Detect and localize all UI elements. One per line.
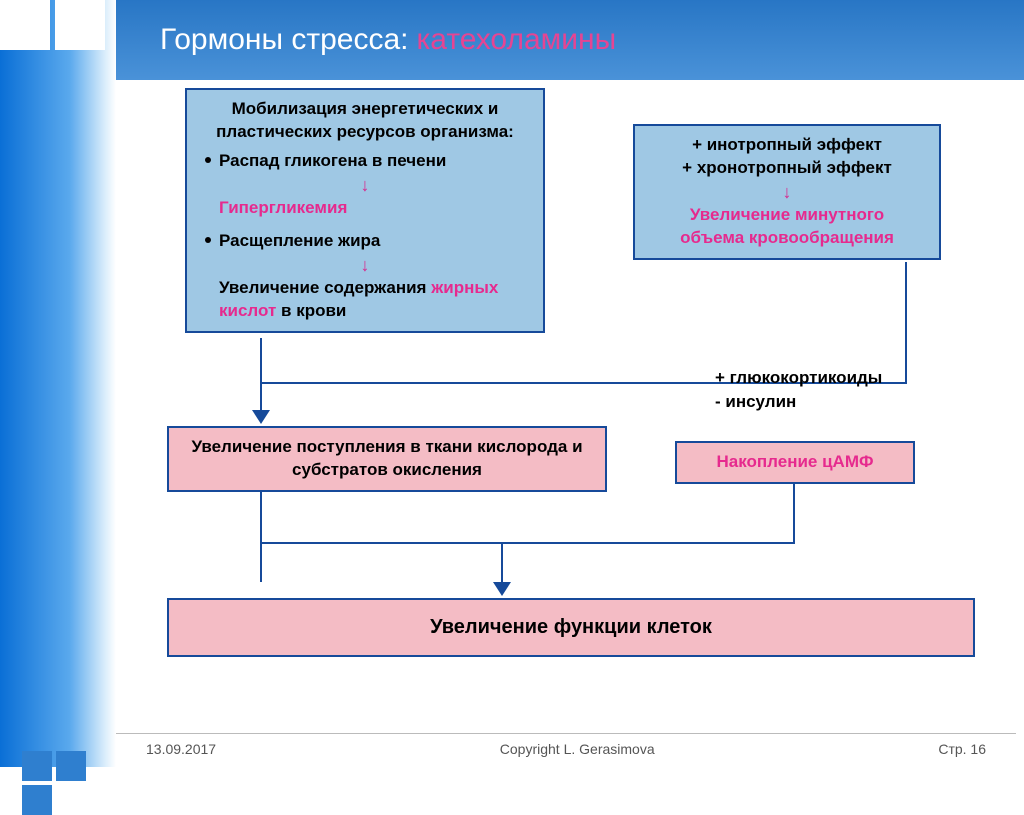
footer: 13.09.2017 Copyright L. Gerasimova Стр. … — [116, 733, 1016, 759]
arrow-icon: ↓ — [199, 173, 531, 197]
corner-decoration — [55, 0, 105, 50]
slide: Гормоны стресса: катехоламины Мобилизаци… — [0, 0, 1024, 767]
box4-text: Накопление цАМФ — [717, 452, 874, 471]
arrow-icon: ↓ — [199, 253, 531, 277]
side-gradient — [0, 0, 116, 767]
connector — [260, 492, 262, 582]
diagram-content: Мобилизация энергетических и пластически… — [145, 88, 1005, 708]
arrow-icon: ↓ — [647, 180, 927, 204]
box2-result1: Увеличение минутного — [647, 204, 927, 227]
box5-text: Увеличение функции клеток — [430, 616, 712, 638]
side-line2: - инсулин — [715, 390, 882, 414]
box2-result2: объема кровообращения — [647, 227, 927, 250]
box1-result1: Гипергликемия — [199, 197, 531, 220]
connector — [793, 482, 795, 542]
title-bar: Гормоны стресса: катехоламины — [116, 0, 1024, 80]
box1-bullet1: Распад гликогена в печени — [219, 150, 446, 173]
footer-page: Стр. 16 — [938, 741, 986, 757]
side-annotation: + глюкокортикоиды - инсулин — [715, 366, 882, 414]
arrow-head-icon — [252, 410, 270, 424]
box1-bullet2: Расщепление жира — [219, 230, 380, 253]
title-highlight: катехоламины — [417, 23, 617, 57]
box-effects: + инотропный эффект + хронотропный эффек… — [633, 124, 941, 260]
footer-copyright: Copyright L. Gerasimova — [500, 741, 655, 757]
box2-line2: + хронотропный эффект — [647, 157, 927, 180]
box-cell-function: Увеличение функции клеток — [167, 598, 975, 657]
connector — [501, 542, 503, 582]
box-mobilization: Мобилизация энергетических и пластически… — [185, 88, 545, 333]
corner-decoration — [0, 0, 50, 50]
connector — [905, 262, 907, 382]
box1-header: Мобилизация энергетических и пластически… — [199, 98, 531, 144]
box1-result2a: Увеличение содержания — [219, 278, 426, 297]
box-camp: Накопление цАМФ — [675, 441, 915, 484]
box3-text: Увеличение поступления в ткани кислорода… — [191, 437, 582, 479]
connector — [260, 542, 795, 544]
footer-date: 13.09.2017 — [146, 741, 216, 757]
title-main: Гормоны стресса: — [160, 23, 409, 57]
box-oxygen: Увеличение поступления в ткани кислорода… — [167, 426, 607, 492]
box2-line1: + инотропный эффект — [647, 134, 927, 157]
arrow-head-icon — [493, 582, 511, 596]
side-line1: + глюкокортикоиды — [715, 366, 882, 390]
box1-result2c: в крови — [281, 301, 346, 320]
connector — [260, 338, 262, 410]
